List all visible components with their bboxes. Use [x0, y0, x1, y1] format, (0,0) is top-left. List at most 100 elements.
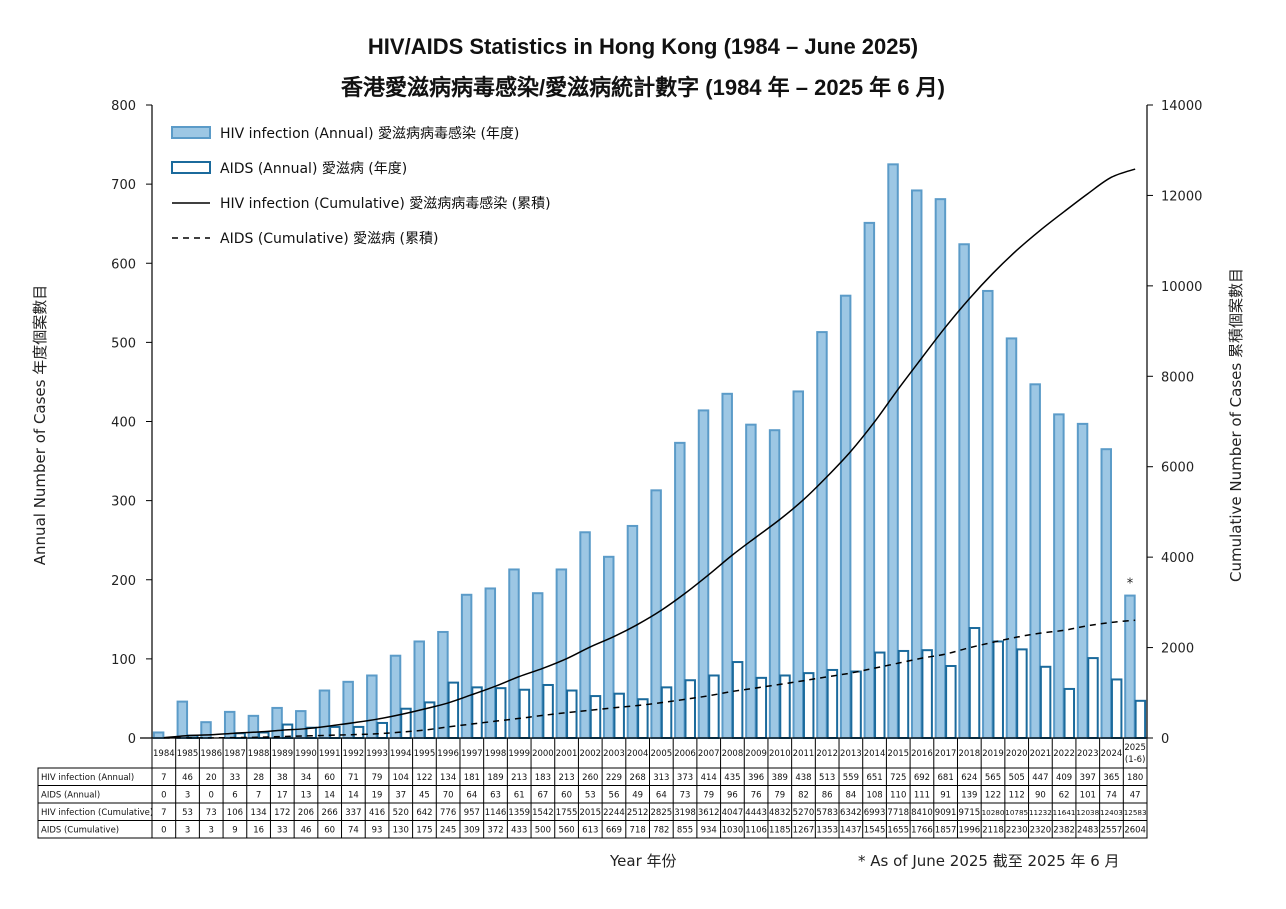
y2-tick-label: 6000: [1161, 461, 1194, 476]
table-row: [37, 820, 1148, 839]
table-cell: 438: [795, 773, 811, 783]
y-tick-label: 500: [111, 336, 136, 351]
x-tick-label: 2017: [935, 749, 957, 759]
hiv-annual-bar: [1005, 337, 1018, 739]
table-cell: 61: [514, 790, 525, 800]
aids-annual-bar: [684, 679, 696, 740]
table-cell: 104: [393, 773, 409, 783]
table-cell: 4443: [745, 808, 767, 818]
table-cell: 725: [890, 773, 906, 783]
table-cell: 260: [582, 773, 598, 783]
x-axis-title: Year 年份: [609, 852, 677, 870]
table-cell: 3: [185, 825, 190, 835]
table-cell: 7: [161, 808, 166, 818]
table-row-label: HIV infection (Annual): [41, 773, 134, 783]
table-cell: 389: [772, 773, 788, 783]
table-cell: 33: [277, 825, 288, 835]
table-cell: 4832: [769, 808, 791, 818]
table-cell: 46: [301, 825, 312, 835]
x-tick-label: 1984: [153, 749, 175, 759]
aids-annual-bar: [494, 687, 507, 739]
x-tick-label: 2008: [722, 749, 744, 759]
hiv-annual-bar: [484, 587, 497, 739]
table-cell: 1353: [816, 825, 838, 835]
aids-annual-bar: [1087, 657, 1099, 739]
table-cell: 513: [819, 773, 835, 783]
table-cell: 181: [464, 773, 480, 783]
x-tick-label: 2015: [887, 749, 909, 759]
legend-swatch-hiv-annual: [171, 126, 211, 139]
table-cell: 0: [161, 790, 166, 800]
table-cell: 1437: [840, 825, 862, 835]
hiv-annual-bar: [318, 689, 331, 740]
table-cell: 957: [464, 808, 480, 818]
hiv-annual-bar: [247, 714, 260, 739]
table-cell: 38: [277, 773, 288, 783]
table-cell: 47: [1130, 790, 1141, 800]
table-cell: 93: [372, 825, 383, 835]
hiv-annual-bar: [508, 568, 520, 739]
x-tick-label: 2000: [532, 749, 554, 759]
aids-annual-bar: [874, 651, 886, 739]
hiv-annual-bar: [674, 441, 686, 739]
table-cell: 245: [440, 825, 456, 835]
data-table: HIV infection (Annual) AIDS (Annual) HIV i…: [37, 737, 1148, 839]
aids-annual-bar: [802, 672, 815, 739]
chart-title: HIV/AIDS Statistics in Hong Kong (1984 –…: [367, 34, 919, 59]
table-row-label: AIDS (Cumulative): [41, 825, 119, 835]
table-cell: 73: [680, 790, 691, 800]
legend-label: HIV infection (Annual) 愛滋病病毒感染 (年度): [220, 125, 519, 142]
table-cell: 12403: [1100, 808, 1123, 817]
table-cell: 53: [182, 808, 193, 818]
table-cell: 313: [653, 773, 669, 783]
hiv-annual-bar: [863, 221, 876, 740]
x-tick-label: 2011: [793, 749, 815, 759]
hiv-annual-bar: [1029, 383, 1041, 739]
x-tick-label: 1991: [319, 749, 341, 759]
hiv-annual-bar: [437, 630, 449, 739]
x-tick-label: 1997: [461, 749, 483, 759]
table-cell: 13: [301, 790, 312, 800]
table-cell: 60: [561, 790, 572, 800]
table-cell: 435: [724, 773, 740, 783]
table-cell: 172: [274, 808, 290, 818]
lines-layer: [163, 168, 1136, 739]
x-tick-label: 2005: [651, 749, 673, 759]
y2-axis-title: Cumulative Number of Cases 累積個案數目: [1227, 268, 1245, 582]
table-cell: 14: [348, 790, 359, 800]
x-tick-label: 1985: [177, 749, 199, 759]
table-cell: 651: [866, 773, 882, 783]
hiv-annual-bar: [839, 294, 852, 739]
table-cell: 79: [703, 790, 714, 800]
hiv-annual-bar: [366, 674, 378, 740]
table-cell: 8410: [911, 808, 933, 818]
table-row-label: HIV infection (Cumulative): [41, 808, 153, 818]
table-cell: 12038: [1076, 808, 1099, 817]
table-cell: 7718: [887, 808, 909, 818]
table-cell: 447: [1032, 773, 1048, 783]
table-cell: 397: [1080, 773, 1096, 783]
hiv-annual-bar: [271, 706, 283, 739]
table-cell: 373: [677, 773, 693, 783]
table-cell: 74: [1106, 790, 1117, 800]
table-cell: 9091: [935, 808, 957, 818]
table-cell: 112: [1009, 790, 1025, 800]
table-cell: 70: [443, 790, 454, 800]
table-cell: 1655: [887, 825, 909, 835]
table-cell: 6993: [864, 808, 886, 818]
x-tick-label: 2019: [982, 749, 1004, 759]
table-cell: 28: [253, 773, 264, 783]
table-cell: 0: [209, 790, 214, 800]
table-cell: 2604: [1124, 825, 1146, 835]
table-cell: 229: [606, 773, 622, 783]
table-cell: 681: [938, 773, 954, 783]
y2-tick-label: 0: [1161, 732, 1169, 747]
table-cell: 64: [466, 790, 477, 800]
table-cell: 2557: [1101, 825, 1123, 835]
table-cell: 2382: [1053, 825, 1075, 835]
table-cell: 3612: [698, 808, 720, 818]
table-cell: 213: [558, 773, 574, 783]
hiv-annual-bar: [887, 163, 899, 739]
table-cell: 6342: [840, 808, 862, 818]
